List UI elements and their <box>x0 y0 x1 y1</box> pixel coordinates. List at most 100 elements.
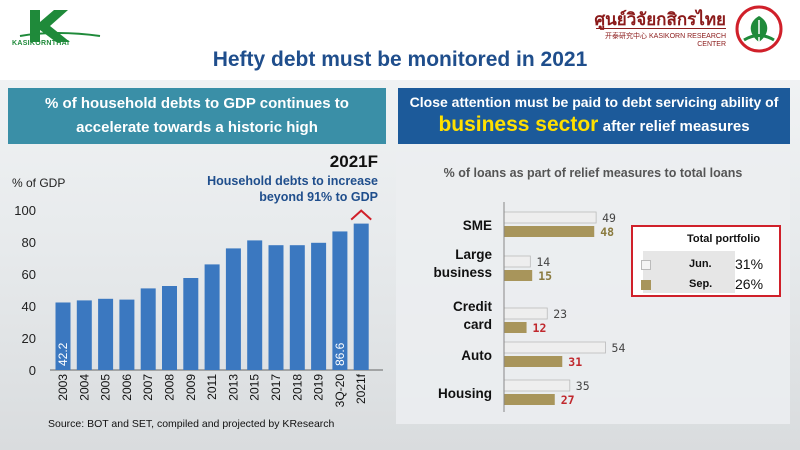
x-tick-label: 2017 <box>269 374 283 401</box>
bar-2004 <box>76 300 92 370</box>
x-tick-label: 2009 <box>184 374 198 401</box>
bar-sep <box>504 394 555 405</box>
bar-2005 <box>98 298 114 370</box>
left-chart-title: 2021F <box>329 152 378 171</box>
y-tick-label: 40 <box>22 299 36 314</box>
y-tick-label: 100 <box>14 203 36 218</box>
bar-2018 <box>289 245 305 370</box>
right-chart-title: % of loans as part of relief measures to… <box>443 166 743 180</box>
data-label: 15 <box>538 269 552 283</box>
research-center-divider <box>596 28 726 29</box>
bar-2017 <box>268 245 284 370</box>
right-banner: Close attention must be paid to debt ser… <box>398 88 790 144</box>
left-banner-line2: accelerate towards a historic high <box>76 119 318 136</box>
legend-swatch-jun <box>641 260 651 270</box>
x-tick-label: 2006 <box>120 374 134 401</box>
legend-value-sep: 26% <box>735 276 764 292</box>
legend-item-sep: Sep. 26% <box>641 276 777 293</box>
right-banner-rest: after relief measures <box>602 118 750 135</box>
data-label: 31 <box>568 355 582 369</box>
category-label: SME <box>463 218 492 233</box>
category-label: Housing <box>438 386 492 401</box>
legend-swatch-sep <box>641 280 651 290</box>
x-tick-label: 2015 <box>248 374 262 401</box>
bar-3Q-20 <box>332 231 348 370</box>
x-tick-label: 2013 <box>226 374 240 401</box>
household-debt-bar-chart: 0 20 40 60 80 100 2003 42.2 2004 2005 2006 2007 2008… <box>14 203 383 408</box>
page-title: Hefty debt must be monitored in 2021 <box>212 48 588 71</box>
x-tick-label: 2018 <box>290 374 304 401</box>
right-banner-line1: Close attention must be paid to debt ser… <box>409 94 779 110</box>
data-label: 86.6 <box>333 342 347 366</box>
left-chart-annotation-line2: beyond 91% to GDP <box>259 190 378 204</box>
data-label: 48 <box>600 225 614 239</box>
y-tick-label: 0 <box>29 363 36 378</box>
category-label: Auto <box>461 348 492 363</box>
bar-jun <box>503 379 571 392</box>
legend-value-jun: 31% <box>735 256 764 272</box>
right-banner-line2: business sector after relief measures <box>398 112 790 140</box>
y-tick-label: 60 <box>22 267 36 282</box>
bar-2008 <box>162 286 177 370</box>
bar-jun <box>503 307 548 320</box>
x-tick-label: 2005 <box>99 374 113 401</box>
research-center-eng: 开泰研究中心 KASIKORN RESEARCH CENTER <box>605 33 726 48</box>
x-tick-label: 2011 <box>205 374 219 400</box>
x-tick-label: 2004 <box>77 374 91 401</box>
bar-sep <box>504 356 563 367</box>
x-tick-label: 2021f <box>354 373 368 404</box>
bar-2019 <box>311 242 327 370</box>
logo-left-text: KASIKORNTHAI <box>12 40 70 47</box>
data-label: 14 <box>536 255 550 269</box>
x-tick-label: 3Q-20 <box>333 374 347 408</box>
category-label: Large <box>455 247 492 262</box>
kasikorn-logo-icon <box>14 8 101 44</box>
bar-2011 <box>204 264 220 370</box>
legend-item-jun: Jun. 31% <box>641 256 777 273</box>
data-label: 12 <box>533 321 547 335</box>
bar-sep <box>504 322 527 333</box>
y-tick-label: 80 <box>22 235 36 250</box>
bar-2009 <box>183 278 199 370</box>
left-banner: % of household debts to GDP continues to… <box>8 88 386 144</box>
data-label: 54 <box>612 341 626 355</box>
bar-jun <box>503 341 606 354</box>
kbank-leaf-logo-icon <box>735 5 783 53</box>
legend-box: Total portfolio Jun. 31% Sep. 26% <box>631 225 781 297</box>
x-tick-label: 2019 <box>312 374 326 401</box>
bar-sep <box>504 270 533 281</box>
data-label: 35 <box>576 379 590 393</box>
legend-label-jun: Jun. <box>689 258 712 270</box>
bar-2021f <box>353 223 369 370</box>
x-tick-label: 2007 <box>141 374 155 401</box>
left-chart-annotation: Household debts to increase beyond 91% t… <box>178 173 378 205</box>
x-tick-label: 2008 <box>163 374 177 401</box>
category-label: Credit <box>453 299 493 314</box>
bar-2003 <box>55 302 71 370</box>
forecast-marker-icon <box>350 209 372 221</box>
header: KASIKORNTHAI ศูนย์วิจัยกสิกรไทย 开泰研究中心 K… <box>0 0 800 80</box>
data-label: 49 <box>602 211 616 225</box>
left-banner-line1: % of household debts to GDP continues to <box>45 95 349 112</box>
y-tick-label: 20 <box>22 331 36 346</box>
bar-2007 <box>140 288 156 370</box>
research-center-thai: ศูนย์วิจัยกสิกรไทย <box>594 10 726 30</box>
data-label: 23 <box>553 307 567 321</box>
bar-2013 <box>225 248 241 370</box>
legend-title: Total portfolio <box>687 233 761 245</box>
data-label: 27 <box>561 393 575 407</box>
bar-jun <box>503 211 597 224</box>
bar-jun <box>503 255 531 268</box>
data-label: 42.2 <box>56 342 70 366</box>
left-chart-annotation-line1: Household debts to increase <box>207 174 378 188</box>
right-banner-highlight: business sector <box>438 113 599 136</box>
bar-2006 <box>119 299 135 370</box>
bar-2015 <box>247 240 263 370</box>
category-label: card <box>463 317 492 332</box>
left-chart-ylabel: % of GDP <box>12 176 66 190</box>
legend-label-sep: Sep. <box>689 278 713 290</box>
left-chart-source: Source: BOT and SET, compiled and projec… <box>48 418 335 430</box>
x-tick-label: 2003 <box>56 374 70 401</box>
bar-sep <box>504 226 595 237</box>
